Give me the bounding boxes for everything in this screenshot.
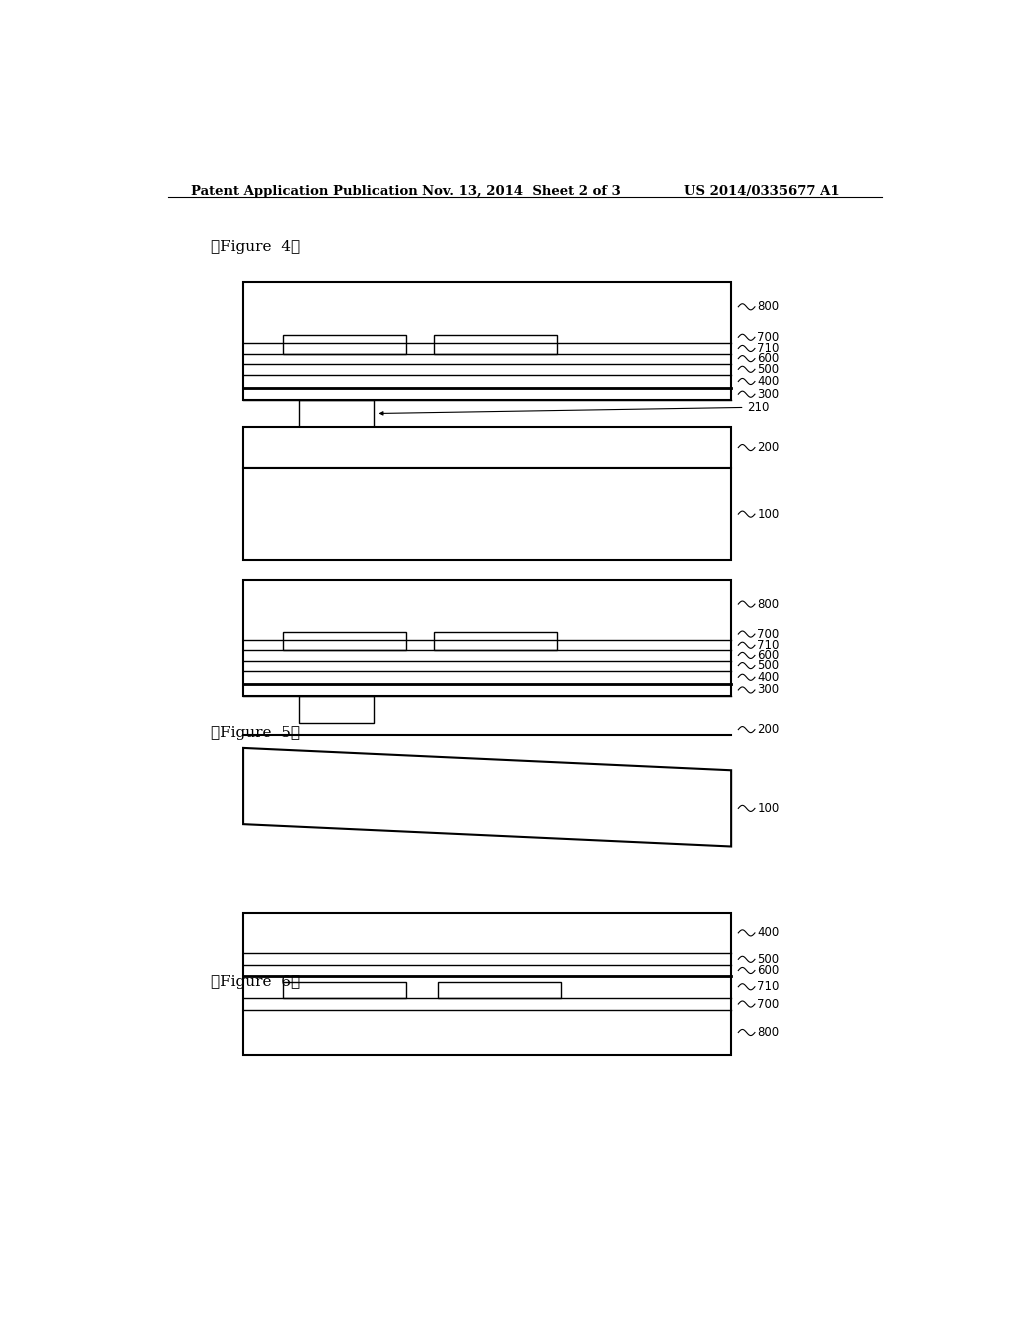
Bar — [433, 632, 557, 651]
Text: 300: 300 — [758, 684, 779, 697]
Text: 200: 200 — [758, 441, 779, 454]
Text: 800: 800 — [758, 1026, 779, 1039]
Text: 100: 100 — [758, 801, 779, 814]
Text: 600: 600 — [758, 964, 779, 977]
Text: 500: 500 — [758, 363, 779, 376]
Text: 710: 710 — [758, 342, 779, 355]
Bar — [283, 335, 406, 354]
Text: 400: 400 — [758, 671, 779, 684]
Text: 400: 400 — [758, 927, 779, 940]
Bar — [299, 696, 374, 722]
Text: 210: 210 — [748, 401, 769, 414]
Bar — [283, 982, 406, 998]
Text: Patent Application Publication: Patent Application Publication — [191, 185, 418, 198]
Text: 300: 300 — [758, 388, 779, 401]
Text: 700: 700 — [758, 627, 779, 640]
Text: 700: 700 — [758, 998, 779, 1011]
Text: 400: 400 — [758, 375, 779, 388]
Bar — [243, 912, 731, 1055]
Text: 』Figure  5【: 』Figure 5【 — [211, 726, 300, 739]
Text: 710: 710 — [758, 981, 779, 993]
Bar — [437, 982, 560, 998]
Text: 200: 200 — [758, 723, 779, 737]
Text: 600: 600 — [758, 649, 779, 661]
Text: 600: 600 — [758, 352, 779, 366]
Text: 700: 700 — [758, 331, 779, 343]
Text: 500: 500 — [758, 659, 779, 672]
Text: Nov. 13, 2014  Sheet 2 of 3: Nov. 13, 2014 Sheet 2 of 3 — [422, 185, 621, 198]
Text: 』Figure  4【: 』Figure 4【 — [211, 240, 300, 253]
Text: 100: 100 — [758, 508, 779, 520]
Text: 800: 800 — [758, 598, 779, 611]
Bar — [243, 469, 731, 560]
Text: 』Figure  6【: 』Figure 6【 — [211, 974, 300, 989]
Bar — [433, 335, 557, 354]
Bar — [243, 581, 731, 696]
Text: 800: 800 — [758, 300, 779, 313]
Text: US 2014/0335677 A1: US 2014/0335677 A1 — [684, 185, 839, 198]
Bar — [243, 426, 731, 469]
Text: 710: 710 — [758, 639, 779, 652]
Polygon shape — [243, 748, 731, 846]
Bar — [283, 632, 406, 651]
Bar — [299, 400, 374, 426]
Bar — [243, 282, 731, 400]
Text: 500: 500 — [758, 953, 779, 966]
